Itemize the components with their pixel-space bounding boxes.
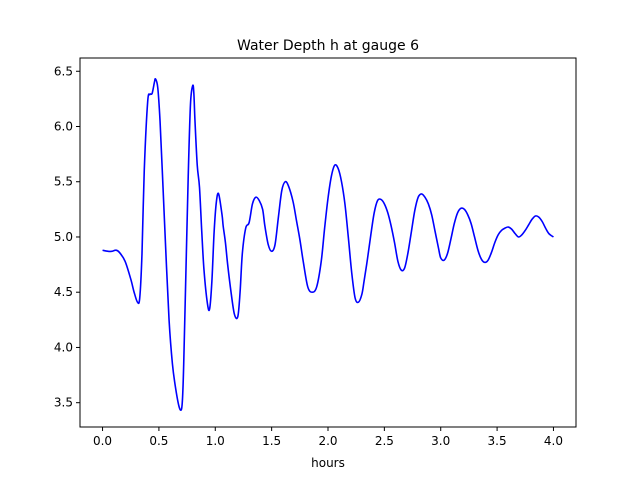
x-axis-label: hours	[311, 456, 345, 470]
y-tick-label: 3.5	[54, 396, 73, 410]
y-tick-label: 4.5	[54, 285, 73, 299]
x-tick-label: 1.5	[262, 434, 281, 448]
x-tick-label: 3.0	[431, 434, 450, 448]
x-tick-label: 4.0	[544, 434, 563, 448]
y-tick-label: 5.5	[54, 175, 73, 189]
y-tick-label: 6.0	[54, 119, 73, 133]
series-layer	[102, 77, 554, 412]
series-line	[102, 77, 554, 412]
x-tick-label: 2.5	[375, 434, 394, 448]
y-tick-label: 6.5	[54, 64, 73, 78]
chart-title: Water Depth h at gauge 6	[237, 38, 419, 54]
y-tick-label: 5.0	[54, 230, 73, 244]
x-tick-label: 1.0	[206, 434, 225, 448]
y-tick-label: 4.0	[54, 340, 73, 354]
x-tick-label: 3.5	[488, 434, 507, 448]
x-axis: 0.0 0.5 1.0 1.5 2.0 2.5 3.0 3.5 4.0	[93, 427, 563, 448]
x-tick-label: 0.5	[149, 434, 168, 448]
x-tick-label: 0.0	[93, 434, 112, 448]
x-tick-label: 2.0	[318, 434, 337, 448]
y-axis: 3.5 4.0 4.5 5.0 5.5 6.0 6.5	[54, 64, 80, 410]
